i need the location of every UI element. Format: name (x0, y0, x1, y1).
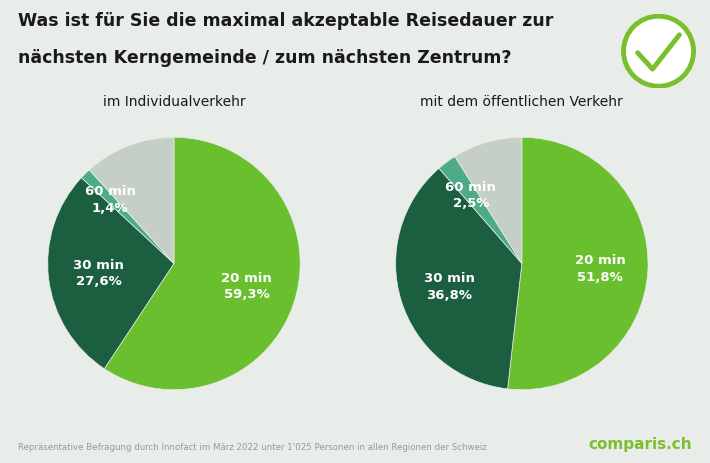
Text: mit dem öffentlichen Verkehr: mit dem öffentlichen Verkehr (420, 95, 623, 109)
Text: 20 min
51,8%: 20 min 51,8% (574, 254, 626, 283)
Wedge shape (508, 138, 648, 390)
Wedge shape (104, 138, 300, 390)
Wedge shape (89, 138, 174, 264)
Text: 20 min
59,3%: 20 min 59,3% (221, 271, 272, 300)
Text: 60 min
2,5%: 60 min 2,5% (445, 181, 496, 210)
Text: comparis.ch: comparis.ch (589, 437, 692, 451)
Text: 30 min
36,8%: 30 min 36,8% (424, 272, 475, 301)
Wedge shape (395, 169, 522, 389)
Text: nächsten Kerngemeinde / zum nächsten Zentrum?: nächsten Kerngemeinde / zum nächsten Zen… (18, 49, 511, 67)
Text: 30 min
27,6%: 30 min 27,6% (73, 258, 124, 288)
Text: im Individualverkehr: im Individualverkehr (103, 95, 245, 109)
Text: Was ist für Sie die maximal akzeptable Reisedauer zur: Was ist für Sie die maximal akzeptable R… (18, 12, 553, 30)
Text: 60 min
1,4%: 60 min 1,4% (84, 185, 136, 214)
Wedge shape (48, 178, 174, 369)
Text: Repräsentative Befragung durch Innofact im März 2022 unter 1'025 Personen in all: Repräsentative Befragung durch Innofact … (18, 443, 486, 451)
Wedge shape (439, 157, 522, 264)
Wedge shape (82, 170, 174, 264)
Circle shape (623, 17, 694, 87)
Wedge shape (455, 138, 522, 264)
